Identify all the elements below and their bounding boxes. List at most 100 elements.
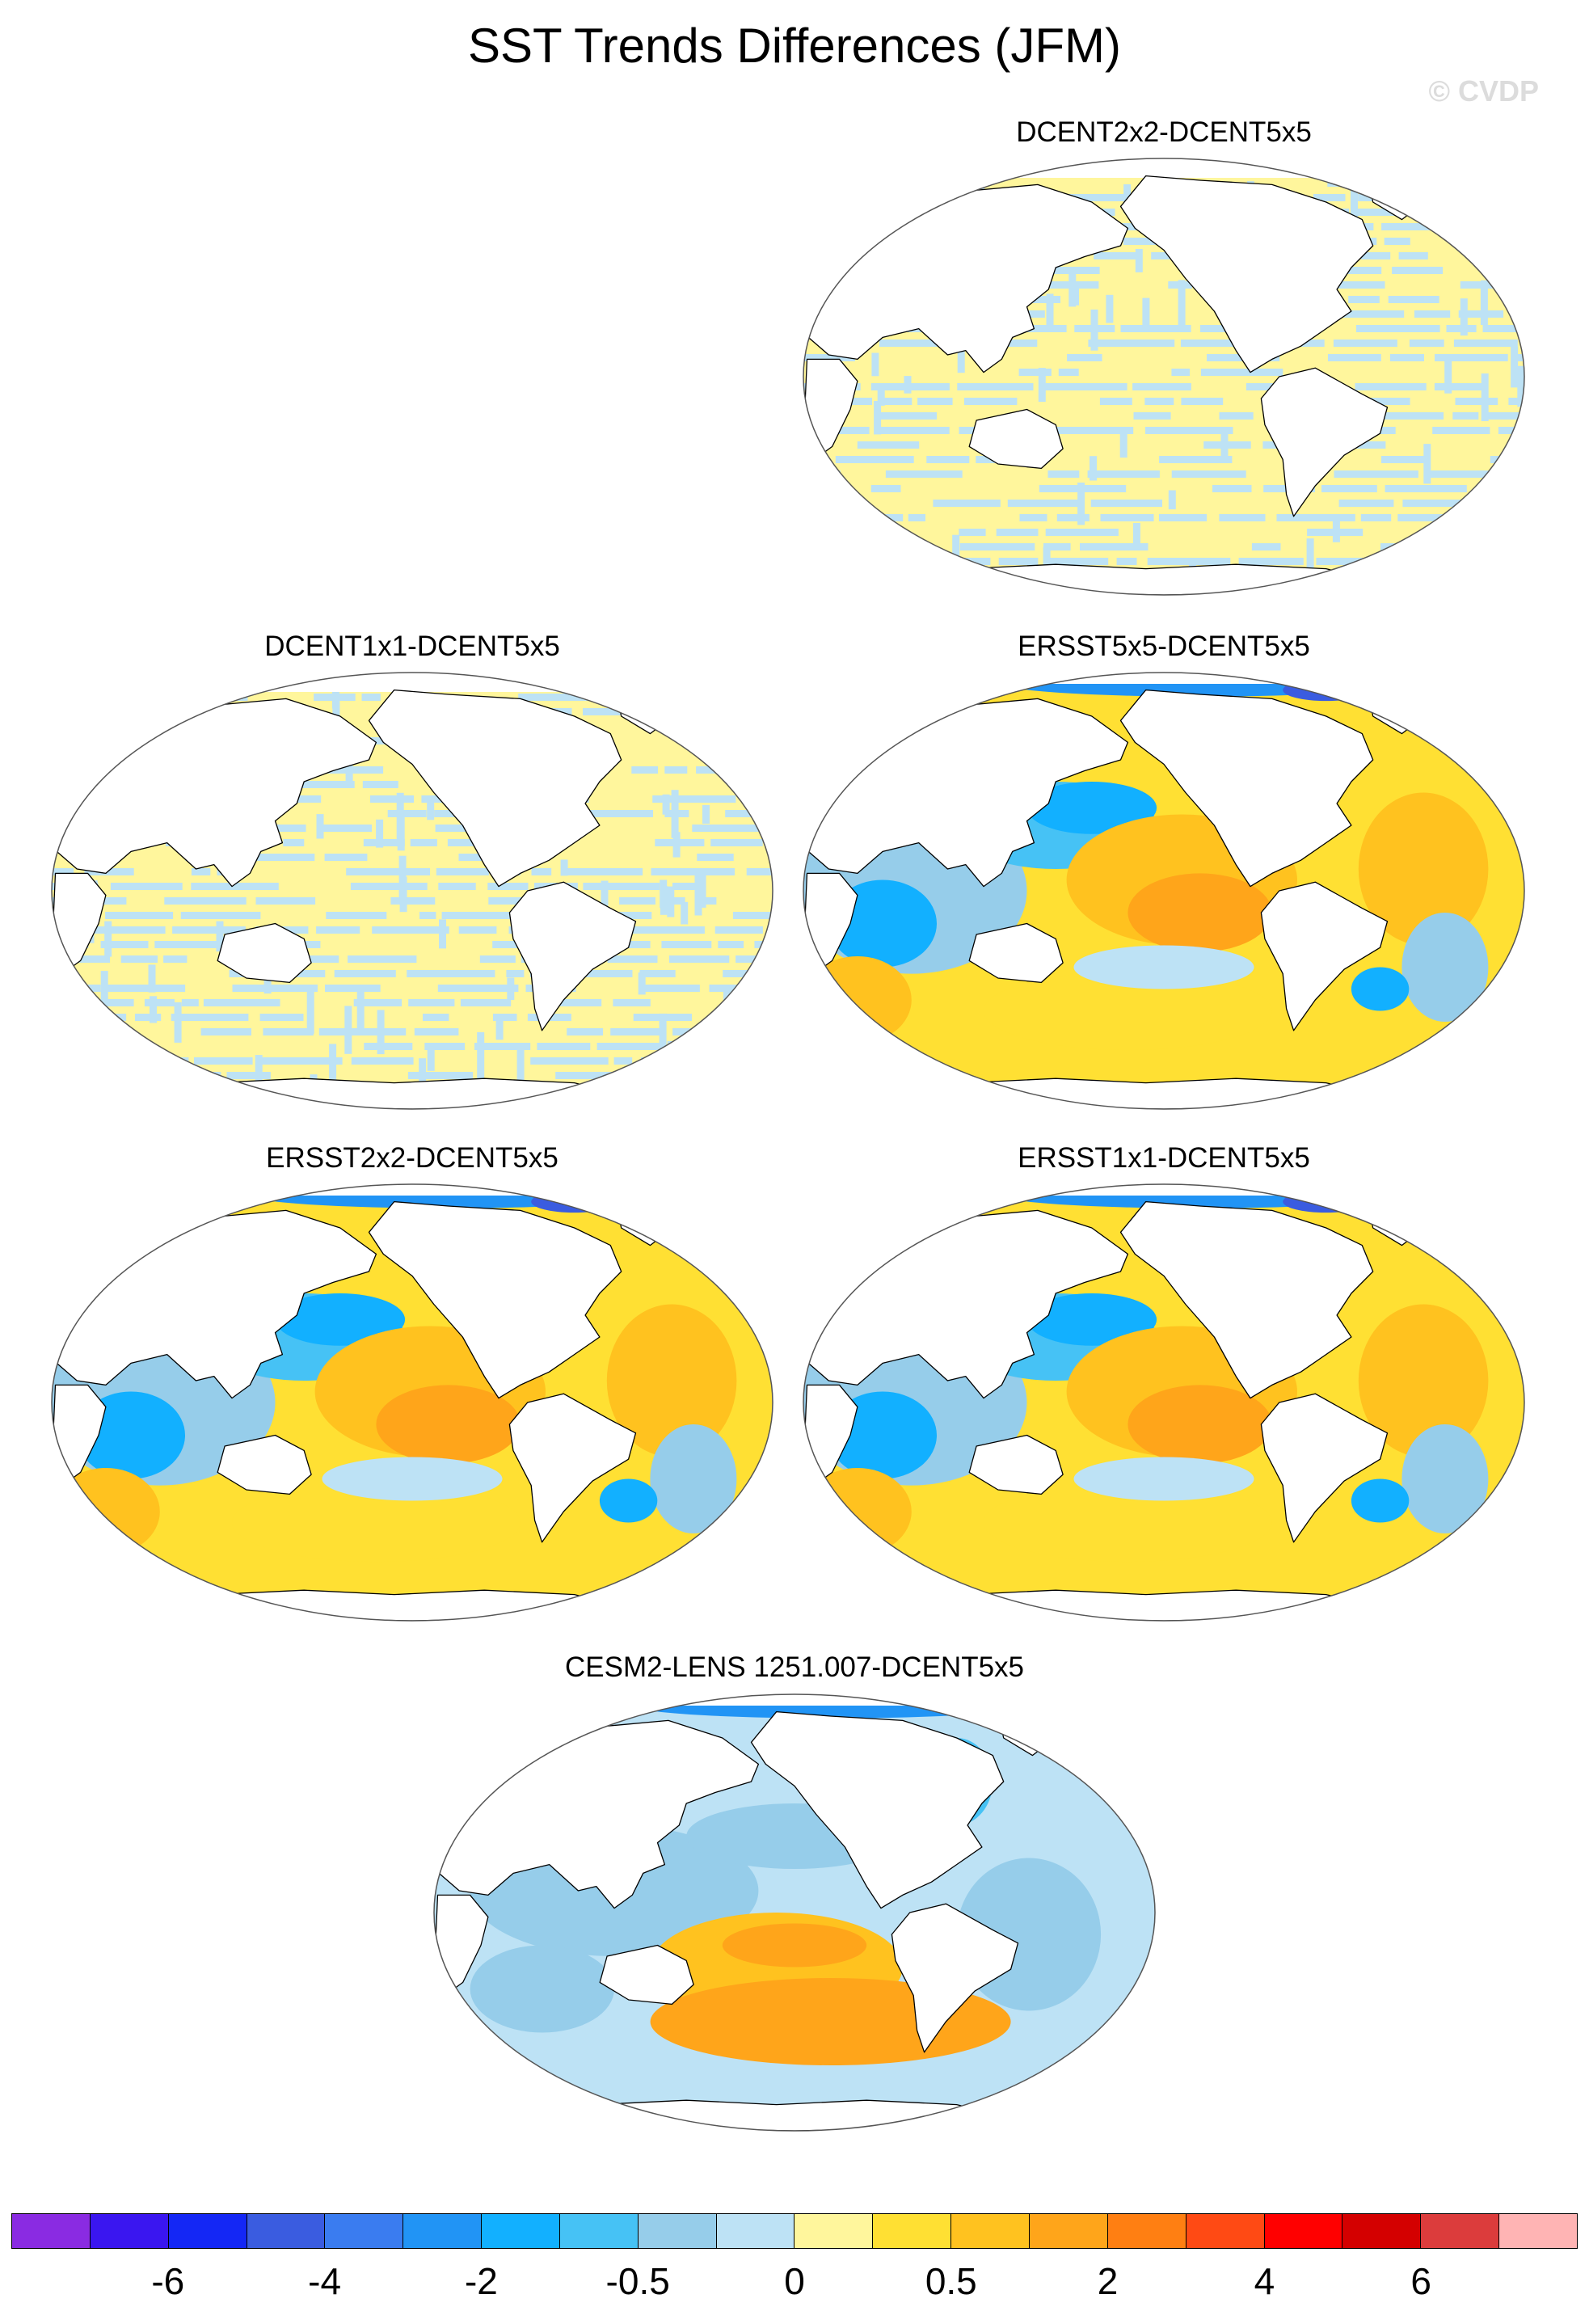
colorbar-swatch bbox=[1499, 2214, 1577, 2248]
sst-anomaly-region bbox=[1073, 945, 1254, 989]
south-america-landmass bbox=[508, 881, 637, 1031]
sst-anomaly-region bbox=[1351, 967, 1410, 1011]
panel-title-ersst1x1: ERSST1x1-DCENT5x5 bbox=[1018, 1142, 1310, 1174]
north-america-landmass bbox=[1119, 689, 1374, 888]
panel-title-cesm2-lens: CESM2-LENS 1251.007-DCENT5x5 bbox=[564, 1651, 1024, 1683]
north-america-landmass bbox=[368, 689, 622, 888]
north-america-landmass bbox=[1119, 175, 1374, 373]
antarctica-landmass bbox=[213, 1078, 630, 1109]
colorbar-label: -4 bbox=[308, 2260, 342, 2302]
colorbar-swatch bbox=[873, 2214, 952, 2248]
sst-anomaly-region bbox=[722, 1923, 867, 1968]
colorbar-label: 2 bbox=[1097, 2260, 1119, 2302]
antarctica-landmass bbox=[965, 563, 1381, 595]
colorbar-label: 4 bbox=[1254, 2260, 1275, 2302]
australia-landmass bbox=[968, 1434, 1064, 1495]
colorbar-label: 6 bbox=[1410, 2260, 1431, 2302]
sst-anomaly-region bbox=[322, 1457, 503, 1501]
sst-anomaly-region bbox=[606, 1304, 737, 1457]
antarctica-landmass bbox=[213, 1589, 630, 1621]
australia-landmass bbox=[968, 922, 1064, 984]
colorbar-swatch bbox=[1029, 2214, 1108, 2248]
north-america-landmass bbox=[1119, 1200, 1374, 1399]
australia-landmass bbox=[968, 408, 1064, 470]
world-map bbox=[51, 1183, 773, 1622]
sst-anomaly-region bbox=[1283, 1191, 1370, 1213]
colorbar bbox=[11, 2213, 1578, 2249]
australia-landmass bbox=[217, 1434, 312, 1495]
sst-anomaly-region bbox=[599, 1478, 658, 1523]
colorbar-swatch bbox=[90, 2214, 169, 2248]
map-panel-cesm2-lens bbox=[431, 1691, 1158, 2134]
sst-anomaly-region bbox=[275, 1293, 406, 1346]
antarctica-landmass bbox=[965, 1078, 1381, 1109]
credit-text: © CVDP bbox=[1428, 74, 1539, 108]
sst-anomaly-region bbox=[470, 1945, 614, 2033]
sst-anomaly-region bbox=[1351, 1478, 1410, 1523]
panel-title-ersst2x2: ERSST2x2-DCENT5x5 bbox=[266, 1142, 558, 1174]
north-america-landmass bbox=[750, 1710, 1005, 1909]
colorbar-swatch bbox=[559, 2214, 639, 2248]
sst-anomaly-region bbox=[650, 1424, 737, 1533]
south-america-landmass bbox=[1260, 367, 1389, 517]
map-panel-ersst2x2 bbox=[48, 1181, 776, 1624]
sst-anomaly-region bbox=[232, 1483, 521, 1563]
map-panel-dcent1x1 bbox=[48, 669, 776, 1112]
colorbar-swatch bbox=[168, 2214, 247, 2248]
sst-anomaly-region bbox=[52, 1468, 160, 1555]
colorbar-swatch bbox=[247, 2214, 326, 2248]
sst-anomaly-region bbox=[1127, 873, 1272, 952]
map-border bbox=[433, 1693, 1156, 2132]
map-panel-ersst5x5 bbox=[800, 669, 1528, 1112]
colorbar-swatch bbox=[12, 2214, 91, 2248]
sst-anomaly-region bbox=[1127, 1385, 1272, 1464]
south-america-landmass bbox=[891, 1903, 1019, 2053]
sst-anomaly-region bbox=[1401, 913, 1489, 1022]
map-border bbox=[803, 672, 1525, 1110]
sst-anomaly-region bbox=[1073, 1457, 1254, 1501]
colorbar-swatch bbox=[403, 2214, 483, 2248]
sst-anomaly-region bbox=[376, 1385, 521, 1464]
south-america-landmass bbox=[508, 1393, 637, 1543]
colorbar-swatch bbox=[1421, 2214, 1500, 2248]
sst-anomaly-region bbox=[1358, 1304, 1489, 1457]
sst-anomaly-region bbox=[1283, 679, 1370, 702]
sst-anomaly-region bbox=[1401, 1424, 1489, 1533]
sst-anomaly-region bbox=[984, 1483, 1272, 1563]
world-map bbox=[433, 1693, 1156, 2132]
colorbar-swatch bbox=[794, 2214, 874, 2248]
map-panel-dcent2x2 bbox=[800, 155, 1528, 598]
colorbar-swatch bbox=[951, 2214, 1030, 2248]
sst-anomaly-region bbox=[1358, 792, 1489, 946]
sst-anomaly-region bbox=[803, 956, 912, 1044]
sst-anomaly-region bbox=[984, 971, 1272, 1051]
colorbar-swatch bbox=[482, 2214, 560, 2248]
south-america-landmass bbox=[1260, 1393, 1389, 1543]
sst-anomaly-region bbox=[803, 1468, 912, 1555]
world-map bbox=[803, 158, 1525, 596]
australia-landmass bbox=[217, 922, 312, 984]
colorbar-swatch bbox=[1342, 2214, 1422, 2248]
sst-anomaly-region bbox=[1026, 782, 1157, 834]
colorbar-swatch bbox=[1264, 2214, 1343, 2248]
map-border bbox=[803, 1183, 1525, 1622]
antarctica-landmass bbox=[965, 1589, 1381, 1621]
map-border bbox=[51, 672, 773, 1110]
colorbar-swatch bbox=[638, 2214, 717, 2248]
colorbar-swatch bbox=[325, 2214, 404, 2248]
antarctica-landmass bbox=[596, 2099, 1012, 2131]
north-america-landmass bbox=[368, 1200, 622, 1399]
colorbar-label: -6 bbox=[151, 2260, 185, 2302]
colorbar-label: 0 bbox=[784, 2260, 805, 2302]
colorbar-label: -0.5 bbox=[605, 2260, 670, 2302]
sst-anomaly-region bbox=[1026, 1293, 1157, 1346]
panel-title-dcent1x1: DCENT1x1-DCENT5x5 bbox=[264, 631, 560, 662]
colorbar-swatch bbox=[716, 2214, 795, 2248]
world-map bbox=[803, 672, 1525, 1110]
colorbar-swatch bbox=[1107, 2214, 1186, 2248]
colorbar-swatch bbox=[1186, 2214, 1265, 2248]
colorbar-label: -2 bbox=[464, 2260, 498, 2302]
map-panel-ersst1x1 bbox=[800, 1181, 1528, 1624]
panel-title-ersst5x5: ERSST5x5-DCENT5x5 bbox=[1018, 631, 1310, 662]
sst-anomaly-region bbox=[531, 1191, 618, 1213]
